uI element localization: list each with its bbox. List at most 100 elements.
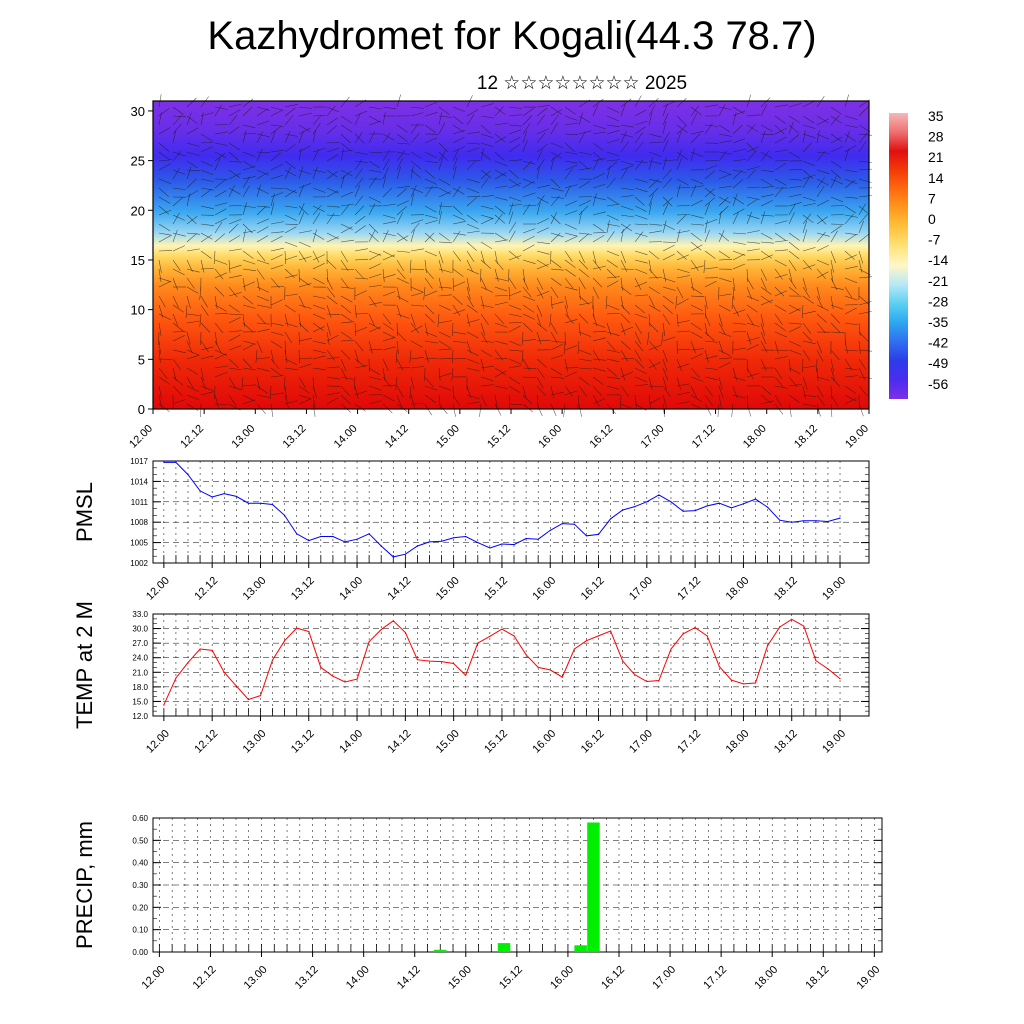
wind-barb [312, 385, 317, 399]
wind-barb [508, 277, 517, 290]
wind-barb [620, 403, 634, 410]
wind-barb [326, 147, 340, 153]
wind-barb [256, 187, 269, 195]
wind-barb [312, 349, 326, 354]
wind-barb [354, 225, 366, 234]
wind-barb [844, 133, 856, 142]
wind-barb [466, 319, 480, 324]
wind-barb [354, 290, 367, 297]
wind-barb [298, 357, 313, 360]
wind-barb [816, 118, 829, 126]
wind-barb [760, 200, 773, 207]
wind-barb [606, 214, 619, 221]
wind-barb [326, 190, 339, 198]
wind-barb [284, 322, 298, 328]
wind-barb [816, 133, 830, 140]
wind-barb [382, 384, 397, 387]
wind-barb [676, 254, 690, 261]
wind-barb [396, 235, 409, 243]
data-point [646, 680, 648, 683]
data-point [779, 519, 781, 521]
wind-barb [340, 286, 354, 289]
x-tick-label: 16.12 [599, 964, 627, 992]
x-tick-label: 14.00 [337, 728, 365, 756]
wind-barb [802, 130, 806, 144]
wind-barb [256, 250, 266, 262]
x-tick-label: 12.12 [178, 423, 206, 451]
wind-barb [578, 167, 592, 171]
x-tick-label: 12.00 [127, 423, 155, 451]
wind-barb [480, 133, 494, 139]
wind-barb [550, 295, 553, 309]
data-point [235, 495, 237, 497]
wind-barb [270, 221, 284, 225]
wind-barb [788, 232, 800, 241]
wind-barb [396, 142, 411, 145]
wind-barb [550, 122, 558, 135]
wind-barb [508, 178, 520, 187]
wind-barb [298, 322, 309, 333]
wind-barb [648, 250, 660, 260]
wind-barb [844, 232, 858, 236]
wind-barb [522, 277, 529, 291]
wind-barb [521, 349, 524, 364]
wind-barb [312, 313, 326, 320]
wind-barb [368, 151, 383, 154]
wind-barb [605, 295, 608, 310]
wind-barb [676, 401, 690, 405]
wind-barb [578, 200, 591, 207]
wind-barb [606, 220, 610, 234]
wind-barb [788, 151, 801, 159]
wind-barb [410, 169, 422, 179]
wind-barb [494, 136, 507, 144]
wind-barb [676, 214, 687, 225]
wind-barb [731, 295, 734, 310]
wind-barb [284, 107, 296, 117]
x-tick-label: 16.00 [536, 423, 564, 451]
wind-barb [186, 286, 199, 294]
wind-barb [662, 197, 673, 207]
wind-barb [550, 152, 562, 162]
wind-barb [858, 322, 861, 336]
wind-barb [760, 295, 772, 304]
wind-barb [592, 367, 606, 372]
wind-barb [578, 331, 592, 337]
wind-barb [634, 178, 648, 183]
wind-barb [508, 358, 522, 365]
wind-barb [634, 132, 643, 144]
wind-barb [214, 131, 228, 135]
wind-barb [578, 180, 591, 189]
y-tick-label: 0.30 [132, 881, 148, 890]
wind-barb [200, 268, 215, 270]
wind-barb [760, 277, 767, 290]
wind-barb [270, 187, 285, 189]
wind-barb [354, 151, 368, 155]
wind-barb [396, 133, 408, 142]
wind-barb [746, 268, 748, 283]
wind-barb [354, 215, 366, 225]
wind-barb [550, 301, 564, 306]
wind-barb [690, 131, 704, 135]
wind-barb [256, 340, 263, 354]
wind-barb [270, 322, 284, 326]
wind-barb [648, 259, 652, 273]
wind-barb [606, 280, 619, 288]
wind-barb [830, 367, 835, 381]
wind-barb [508, 159, 522, 162]
wind-barb [452, 232, 466, 236]
wind-barb [200, 340, 209, 352]
wind-barb [214, 403, 229, 405]
wind-barb [774, 240, 788, 243]
wind-barb [620, 322, 626, 336]
wind-barb [746, 403, 752, 417]
wind-barb [354, 390, 368, 396]
wind-barb [158, 340, 161, 354]
wind-barb [284, 214, 297, 221]
wind-barb [340, 376, 354, 380]
wind-barb [704, 202, 710, 216]
wind-barb [368, 340, 373, 354]
wind-barb [802, 403, 816, 407]
wind-barb [466, 250, 475, 263]
wind-barb [774, 128, 787, 135]
wind-barb [816, 200, 829, 207]
